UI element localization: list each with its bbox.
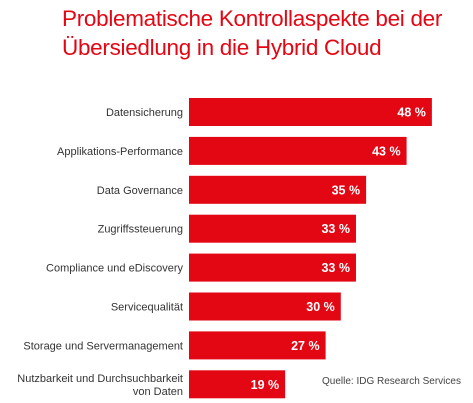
bar-2 — [189, 175, 367, 204]
value-label-2: 35 % — [332, 183, 361, 197]
category-label-1: Applikations-Performance — [57, 146, 183, 158]
chart-title-line-1: Problematische Kontrollaspekte bei der — [62, 6, 443, 31]
bar-4 — [189, 253, 356, 282]
bar-0 — [189, 98, 432, 126]
bar-3 — [189, 214, 356, 243]
category-label-5: Servicequalität — [111, 302, 183, 314]
value-label-0: 48 % — [397, 106, 426, 120]
bar-1 — [189, 136, 407, 165]
category-label-3: Zugriffssteuerung — [98, 224, 183, 236]
category-label-7-line-1: von Daten — [133, 386, 183, 398]
chart-title-line-2: Übersiedlung in die Hybrid Cloud — [62, 35, 382, 60]
category-label-0: Datensicherung — [106, 107, 183, 119]
bar-7 — [189, 370, 286, 399]
value-label-5: 30 % — [306, 300, 335, 314]
value-label-4: 33 % — [321, 261, 350, 275]
category-label-6: Storage und Servermanagement — [23, 340, 183, 352]
category-label-4: Compliance und eDiscovery — [46, 263, 183, 275]
value-label-3: 33 % — [321, 222, 350, 236]
value-label-7: 19 % — [251, 378, 280, 392]
category-label-2: Data Governance — [97, 185, 183, 197]
bar-5 — [189, 292, 341, 321]
source-note: Quelle: IDG Research Services — [322, 376, 461, 387]
chart-title: Problematische Kontrollaspekte bei der Ü… — [62, 4, 467, 62]
value-label-6: 27 % — [291, 339, 320, 353]
category-label-7-line-0: Nutzbarkeit und Durchsuchbarkeit — [17, 373, 183, 385]
value-label-1: 43 % — [372, 144, 401, 158]
bar-6 — [189, 331, 326, 360]
